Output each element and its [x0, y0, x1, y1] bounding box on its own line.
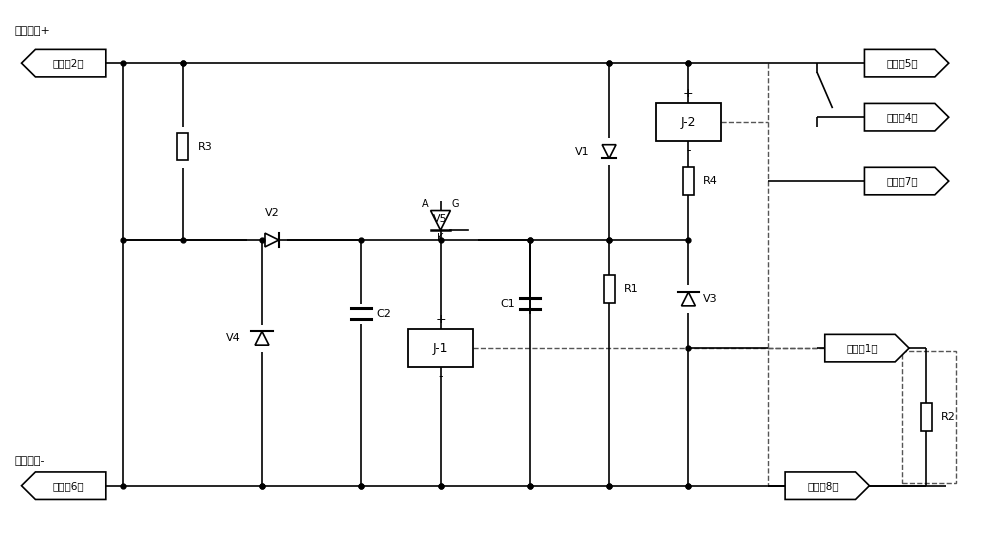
- Bar: [683, 167, 694, 195]
- Text: V5: V5: [433, 215, 448, 224]
- Text: +: +: [435, 314, 446, 327]
- Polygon shape: [785, 472, 869, 500]
- Bar: [656, 103, 721, 141]
- Text: K: K: [437, 233, 444, 243]
- Polygon shape: [265, 233, 279, 247]
- Text: 引出端4脚: 引出端4脚: [887, 112, 918, 122]
- Polygon shape: [22, 472, 106, 500]
- Text: V3: V3: [703, 294, 718, 304]
- Text: C1: C1: [500, 299, 515, 309]
- Text: 引出端5脚: 引出端5脚: [887, 58, 918, 68]
- Polygon shape: [825, 334, 909, 362]
- Text: R4: R4: [703, 176, 718, 186]
- Text: V1: V1: [575, 147, 589, 156]
- Bar: [604, 275, 615, 303]
- Bar: [921, 403, 932, 431]
- Polygon shape: [255, 331, 269, 345]
- Text: R2: R2: [941, 412, 956, 422]
- Text: V2: V2: [265, 209, 279, 218]
- Polygon shape: [22, 50, 106, 77]
- Polygon shape: [864, 167, 949, 195]
- Text: 引出端1脚: 引出端1脚: [847, 343, 879, 353]
- Bar: [408, 329, 473, 367]
- Text: 引出端8脚: 引出端8脚: [807, 481, 839, 490]
- Text: 引出端6脚: 引出端6脚: [52, 481, 84, 490]
- Text: +: +: [683, 87, 694, 100]
- Polygon shape: [864, 50, 949, 77]
- Polygon shape: [681, 292, 695, 306]
- Text: J-2: J-2: [681, 115, 696, 129]
- Text: -: -: [686, 144, 691, 157]
- Text: A: A: [422, 198, 429, 209]
- Polygon shape: [431, 211, 450, 230]
- Bar: [902, 351, 956, 483]
- Text: 输入电压-: 输入电压-: [14, 456, 45, 466]
- Text: V4: V4: [225, 333, 240, 343]
- Text: R1: R1: [624, 284, 639, 294]
- Text: 引出端2脚: 引出端2脚: [52, 58, 84, 68]
- Text: J-1: J-1: [433, 342, 448, 355]
- Text: G: G: [451, 198, 459, 209]
- Text: 输入电压+: 输入电压+: [14, 26, 50, 36]
- Polygon shape: [864, 103, 949, 131]
- Text: -: -: [438, 370, 443, 383]
- Text: 引出端7脚: 引出端7脚: [887, 176, 918, 186]
- Text: R3: R3: [198, 142, 212, 151]
- Text: C2: C2: [376, 309, 391, 319]
- Bar: [177, 133, 188, 161]
- Polygon shape: [602, 144, 616, 158]
